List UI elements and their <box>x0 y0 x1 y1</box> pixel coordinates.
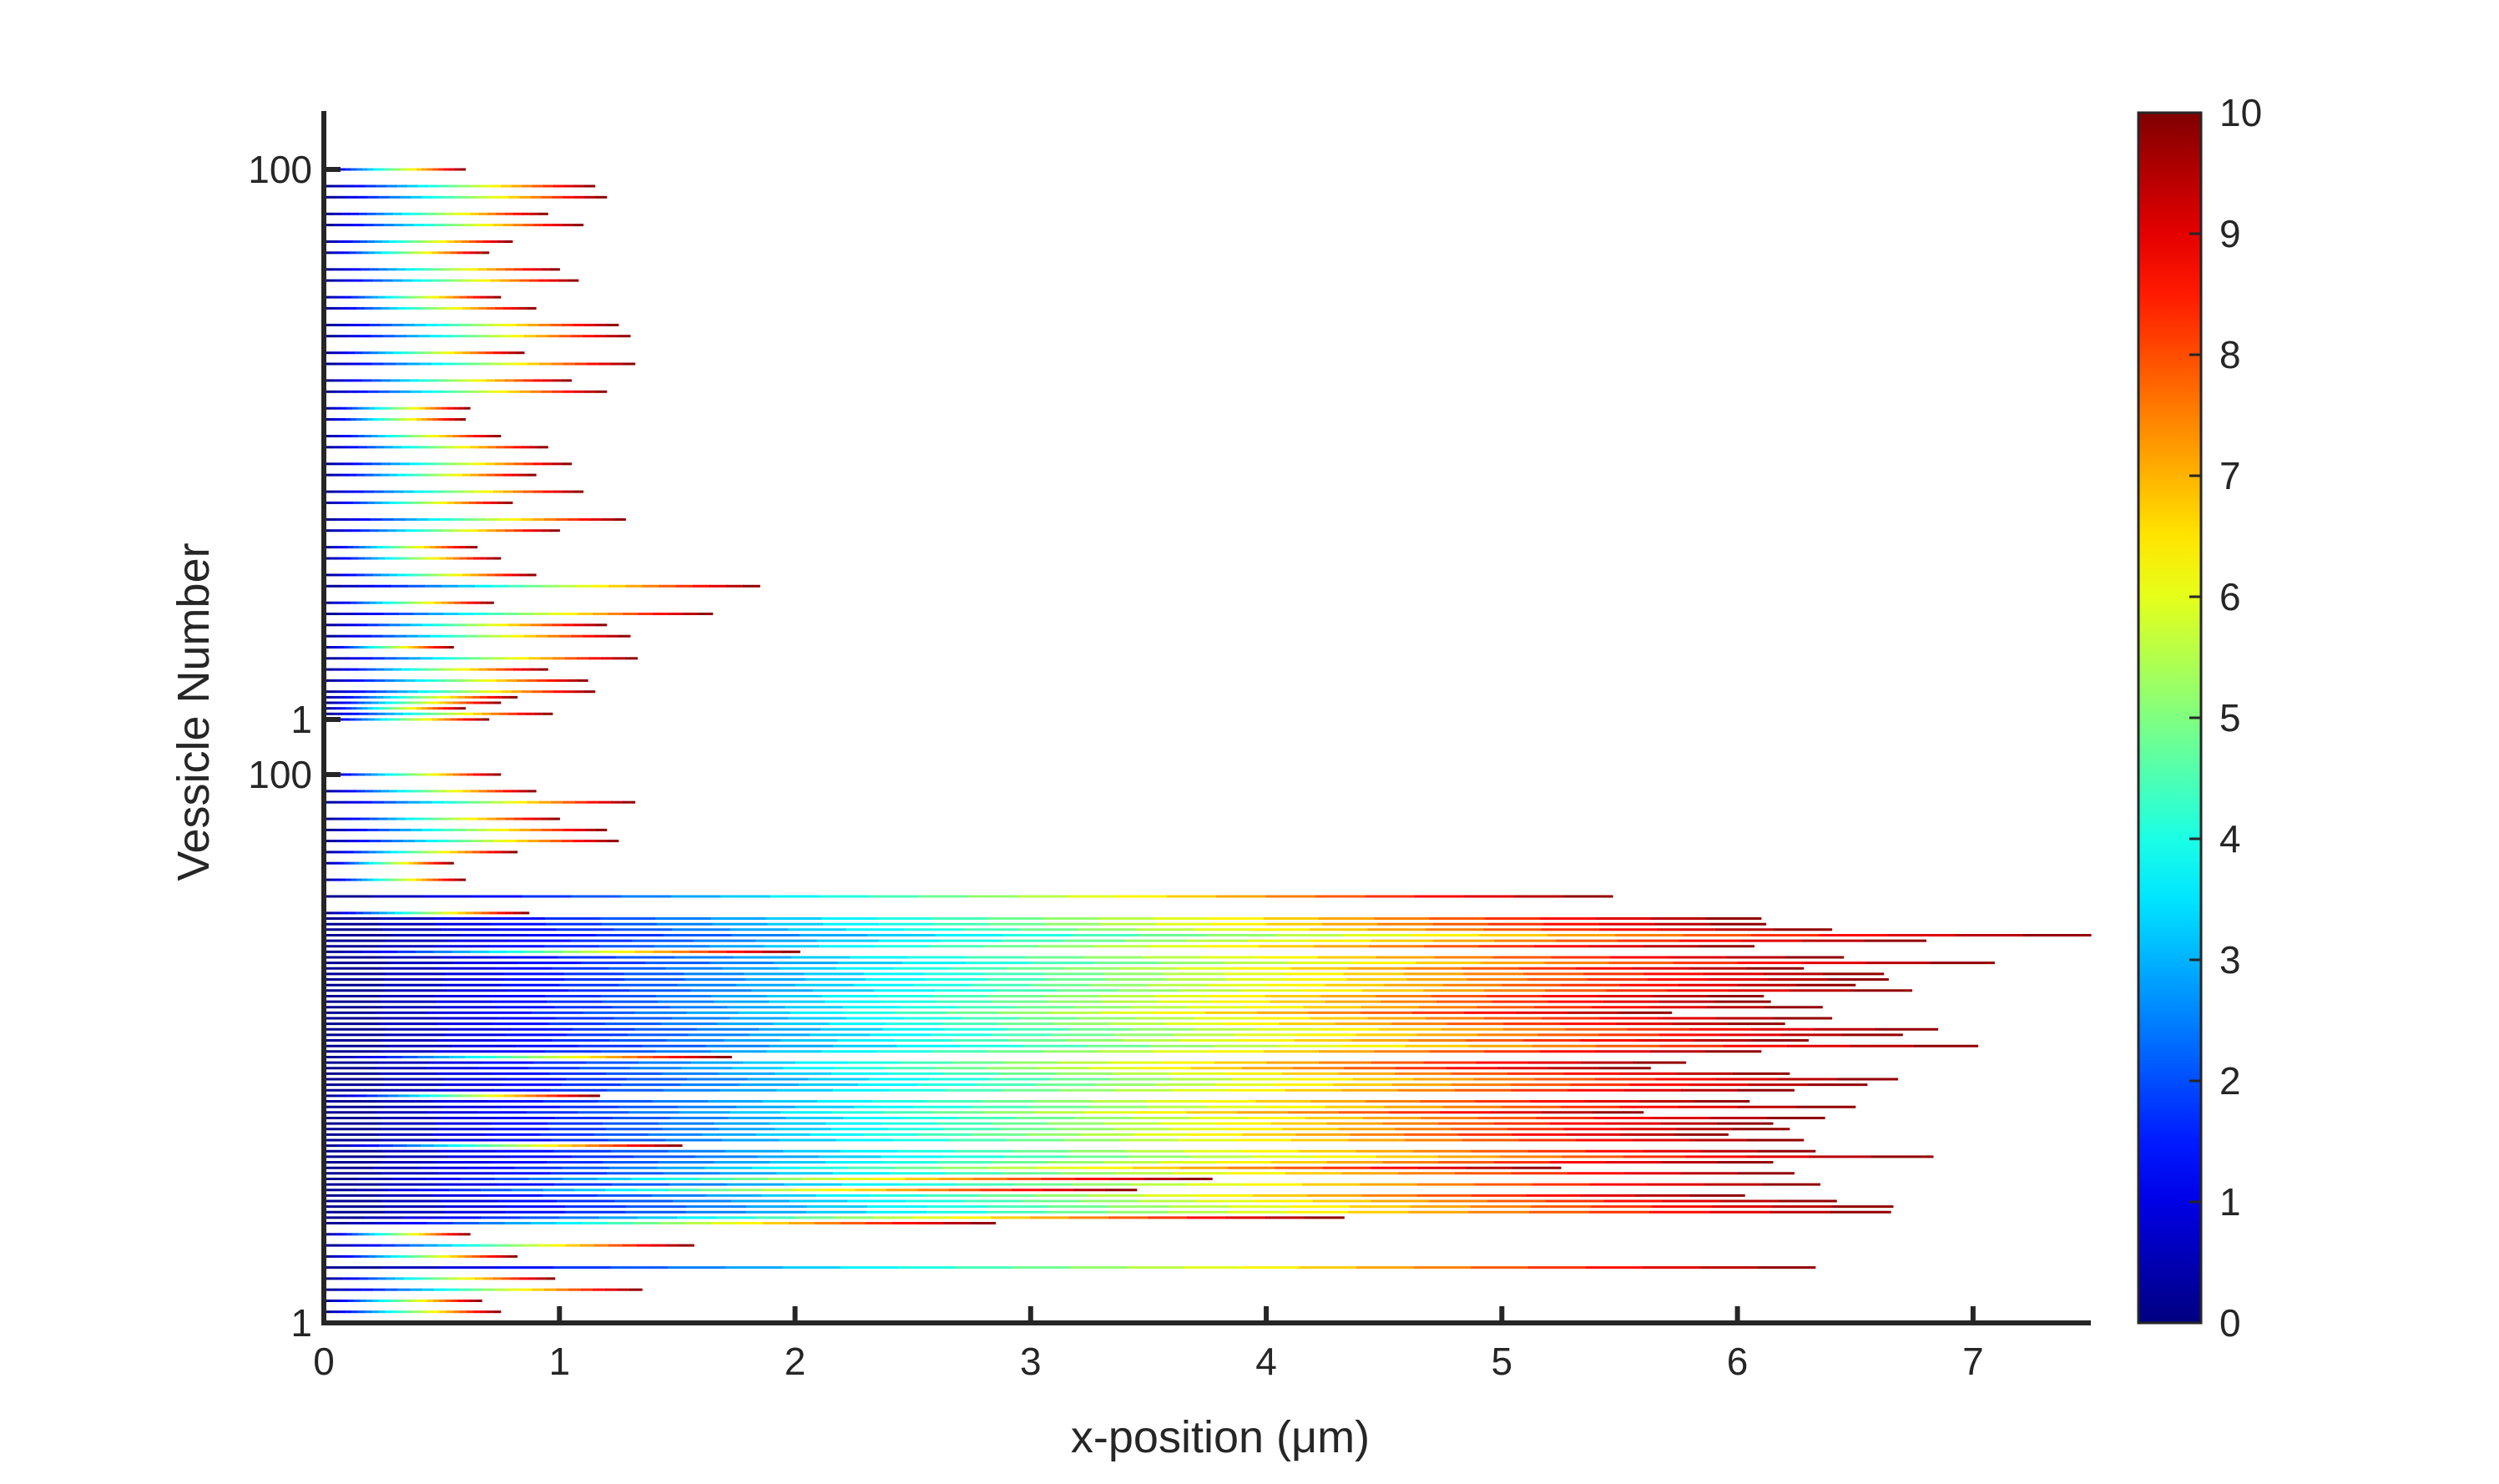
x-tick-label: 5 <box>1492 1340 1513 1383</box>
colorbar-tick-label: 9 <box>2219 212 2241 255</box>
x-tick-label: 7 <box>1962 1340 1984 1383</box>
x-tick-label: 0 <box>313 1340 335 1383</box>
panel-lower <box>324 773 2092 1325</box>
x-tick-label: 4 <box>1255 1340 1277 1383</box>
colorbar-tick-label: 2 <box>2219 1059 2241 1103</box>
panel-upper <box>324 168 760 721</box>
y-tick-label-upper: 1 <box>290 698 312 741</box>
colorbar-tick-label: 4 <box>2219 817 2241 861</box>
x-axis-label: x-position (μm) <box>1071 1412 1370 1462</box>
axes <box>321 111 2091 1325</box>
trajectory-lines <box>324 168 2092 1325</box>
x-tick-label: 3 <box>1020 1340 1042 1383</box>
colorbar-tick-label: 6 <box>2219 575 2241 618</box>
y-tick-label-lower: 100 <box>248 753 312 796</box>
colorbar-tick-label: 3 <box>2219 938 2241 982</box>
y-tick-label-lower: 1 <box>290 1301 312 1345</box>
x-tick-label: 1 <box>548 1340 570 1383</box>
colorbar: 0 1 2 3 4 5 6 7 8 9 10 <box>2137 91 2262 1345</box>
x-tick-label: 6 <box>1727 1340 1749 1383</box>
colorbar-tick-label: 7 <box>2219 454 2241 497</box>
colorbar-tick-label: 1 <box>2219 1180 2241 1224</box>
y-tick-label-upper: 100 <box>248 148 312 191</box>
colorbar-tick-label: 10 <box>2219 91 2262 134</box>
colorbar-tick-label: 0 <box>2219 1301 2241 1345</box>
x-tick-label: 2 <box>785 1340 806 1383</box>
colorbar-tick-label: 5 <box>2219 696 2241 739</box>
y-axis-label: Vessicle Number <box>169 543 219 881</box>
colorbar-tick-label: 8 <box>2219 333 2241 376</box>
